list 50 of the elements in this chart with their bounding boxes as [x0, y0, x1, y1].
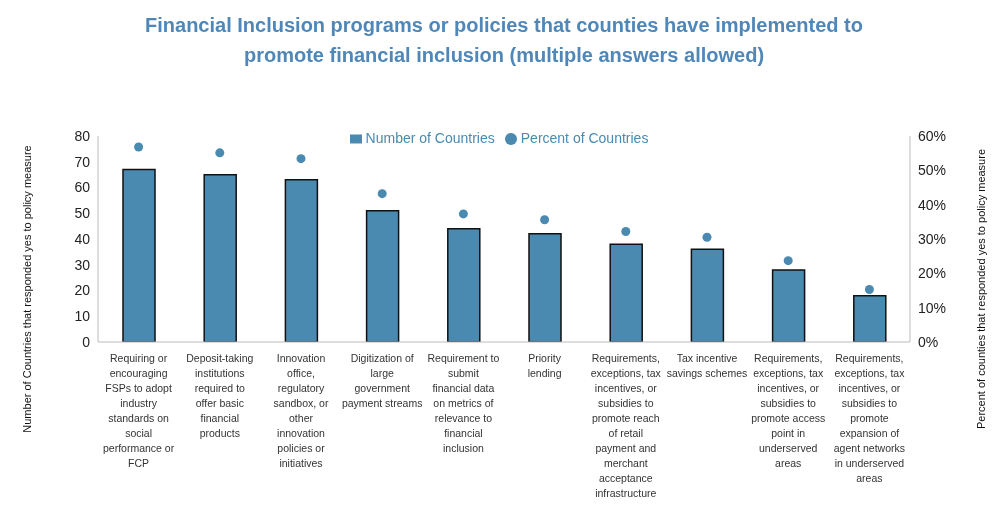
x-tick-label: Requirements, exceptions, tax incentives, or subsidies to promote access point in underserved areas	[751, 352, 826, 469]
chart-title: Financial Inclusion programs or policies that counties have implemented to promote financial inclusion (multiple answers allowed)	[144, 13, 864, 68]
y2-tick-label: 40%	[918, 196, 947, 213]
x-tick-label: Requiring or encouraging FSPs to adopt industry standards on social performance or FCP	[103, 352, 175, 469]
bar	[284, 179, 319, 342]
y2-axis-title: Percent of counties that responded yes to policy measure	[974, 148, 987, 430]
point	[621, 226, 631, 236]
y-tick-label: 70	[74, 153, 91, 170]
y-tick-label: 20	[74, 282, 91, 299]
point	[864, 284, 874, 294]
x-tick-label: Digitization of large government payment streams	[341, 352, 423, 409]
x-tick-label: Requirement to submit financial data on metrics of relevance to financial inclusion	[427, 352, 500, 454]
y2-tick-label: 60%	[918, 127, 947, 144]
x-tick-label: Tax incentive savings schemes	[666, 352, 748, 379]
y2-tick-label: 0%	[918, 333, 939, 350]
legend-label: Number of Countries	[365, 130, 495, 146]
y-axis-title: Number of Countries that responded yes to policy measure	[20, 145, 33, 433]
y-tick-label: 10	[74, 308, 91, 325]
point	[458, 209, 468, 219]
bar	[771, 269, 806, 342]
y-tick-label: 50	[74, 205, 91, 222]
point	[702, 232, 712, 242]
point	[215, 148, 225, 158]
legend-label: Percent of Countries	[520, 130, 649, 146]
point	[377, 189, 387, 199]
y2-tick-label: 50%	[918, 162, 947, 179]
point	[296, 154, 306, 164]
y2-tick-label: 20%	[918, 265, 947, 282]
y-tick-label: 60	[74, 179, 91, 196]
bar	[122, 168, 156, 342]
bar	[365, 209, 400, 342]
point	[540, 215, 550, 225]
bar	[690, 248, 725, 342]
y-tick-label: 30	[74, 256, 91, 273]
category-label: Requirements, exceptions, tax incentives, or subsidies to promote reach of retail payment and merchant acceptance infrastructure	[590, 352, 661, 499]
point	[783, 256, 793, 266]
category-label: Requirements, exceptions, tax incentives, or subsidies to promote expansion of agent networks in underserved areas	[833, 352, 906, 484]
bar	[528, 233, 562, 342]
y2-tick-label: 10%	[918, 299, 947, 316]
bar	[609, 243, 643, 342]
y-tick-label: 40	[74, 230, 91, 247]
y-tick-label: 80	[74, 127, 91, 144]
x-tick-label: Deposit-taking institutions required to offer basic financial products	[186, 352, 254, 439]
bar	[447, 227, 481, 342]
y-tick-label: 0	[82, 333, 91, 350]
point	[134, 142, 144, 152]
bar	[203, 173, 237, 342]
x-tick-label: Priority lending	[527, 352, 562, 379]
y2-tick-label: 30%	[918, 230, 947, 247]
x-tick-label: Innovation office, regulatory sandbox, or other innovation policies or initiatives	[273, 352, 329, 469]
